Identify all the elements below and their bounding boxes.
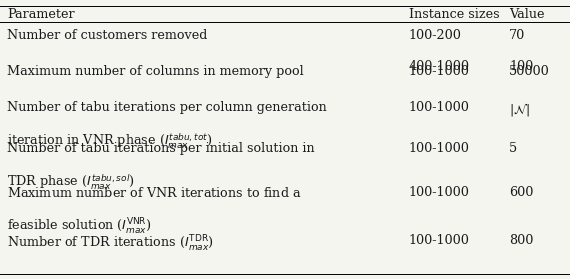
Text: Maximum number of $\mathregular{VNR}$ iterations to find a: Maximum number of $\mathregular{VNR}$ it… xyxy=(7,186,302,200)
Text: 600: 600 xyxy=(509,186,534,199)
Text: 100-1000: 100-1000 xyxy=(409,101,470,114)
Text: 100-1000: 100-1000 xyxy=(409,142,470,155)
Text: Parameter: Parameter xyxy=(7,8,75,21)
Text: 800: 800 xyxy=(509,234,534,247)
Text: 50000: 50000 xyxy=(509,65,549,78)
Text: Number of customers removed: Number of customers removed xyxy=(7,29,207,42)
Text: Value: Value xyxy=(509,8,544,21)
Text: feasible solution ($I_{max}^{\mathrm{VNR}}$): feasible solution ($I_{max}^{\mathrm{VNR… xyxy=(7,217,152,237)
Text: $|\mathcal{N}|$: $|\mathcal{N}|$ xyxy=(509,101,530,118)
Text: Number of tabu iterations per initial solution in: Number of tabu iterations per initial so… xyxy=(7,142,315,155)
Text: 100-1000: 100-1000 xyxy=(409,186,470,199)
Text: 100-200: 100-200 xyxy=(409,29,462,42)
Text: 100: 100 xyxy=(509,60,534,73)
Text: Maximum number of columns in memory pool: Maximum number of columns in memory pool xyxy=(7,65,304,78)
Text: Number of tabu iterations per column generation: Number of tabu iterations per column gen… xyxy=(7,101,327,114)
Text: Number of $\mathregular{TDR}$ iterations ($I_{max}^{\mathrm{TDR}}$): Number of $\mathregular{TDR}$ iterations… xyxy=(7,234,214,254)
Text: 70: 70 xyxy=(509,29,526,42)
Text: $\mathregular{TDR}$ phase ($I_{max}^{tabu,sol}$): $\mathregular{TDR}$ phase ($I_{max}^{tab… xyxy=(7,173,135,193)
Text: 100-1000: 100-1000 xyxy=(409,65,470,78)
Text: 5: 5 xyxy=(509,142,517,155)
Text: iteration in $\mathregular{VNR}$ phase ($I_{max}^{tabu,tot}$): iteration in $\mathregular{VNR}$ phase (… xyxy=(7,132,212,151)
Text: Instance sizes: Instance sizes xyxy=(409,8,499,21)
Text: 100-1000: 100-1000 xyxy=(409,234,470,247)
Text: 400-1000: 400-1000 xyxy=(409,60,470,73)
